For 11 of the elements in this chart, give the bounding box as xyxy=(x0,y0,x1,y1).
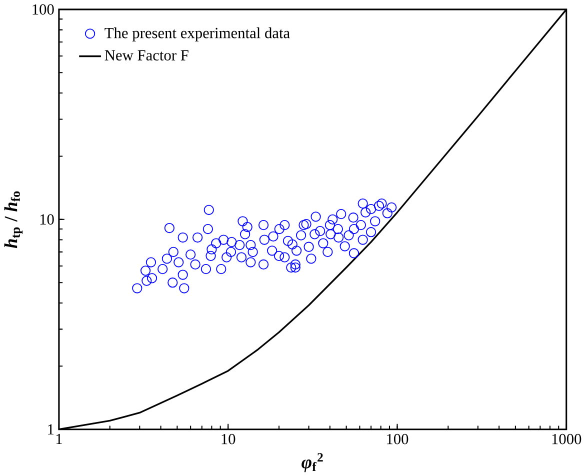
legend-label: New Factor F xyxy=(104,50,188,60)
y-axis-title: h$_{tp}$ / h$_{fo}$ xyxy=(4,191,23,248)
x-tick-label: 100 xyxy=(387,434,408,444)
y-tick-label: 10 xyxy=(40,214,54,224)
y-tick-label: 1 xyxy=(48,424,54,434)
x-tick-label: 1 xyxy=(56,434,62,444)
x-tick-label: 1000 xyxy=(552,434,582,444)
y-tick-label: 100 xyxy=(32,4,54,14)
legend-label: The present experimental data xyxy=(104,27,290,42)
x-tick-label: 10 xyxy=(222,434,236,444)
x-axis-title: φ$_{f}$2 xyxy=(302,452,323,472)
